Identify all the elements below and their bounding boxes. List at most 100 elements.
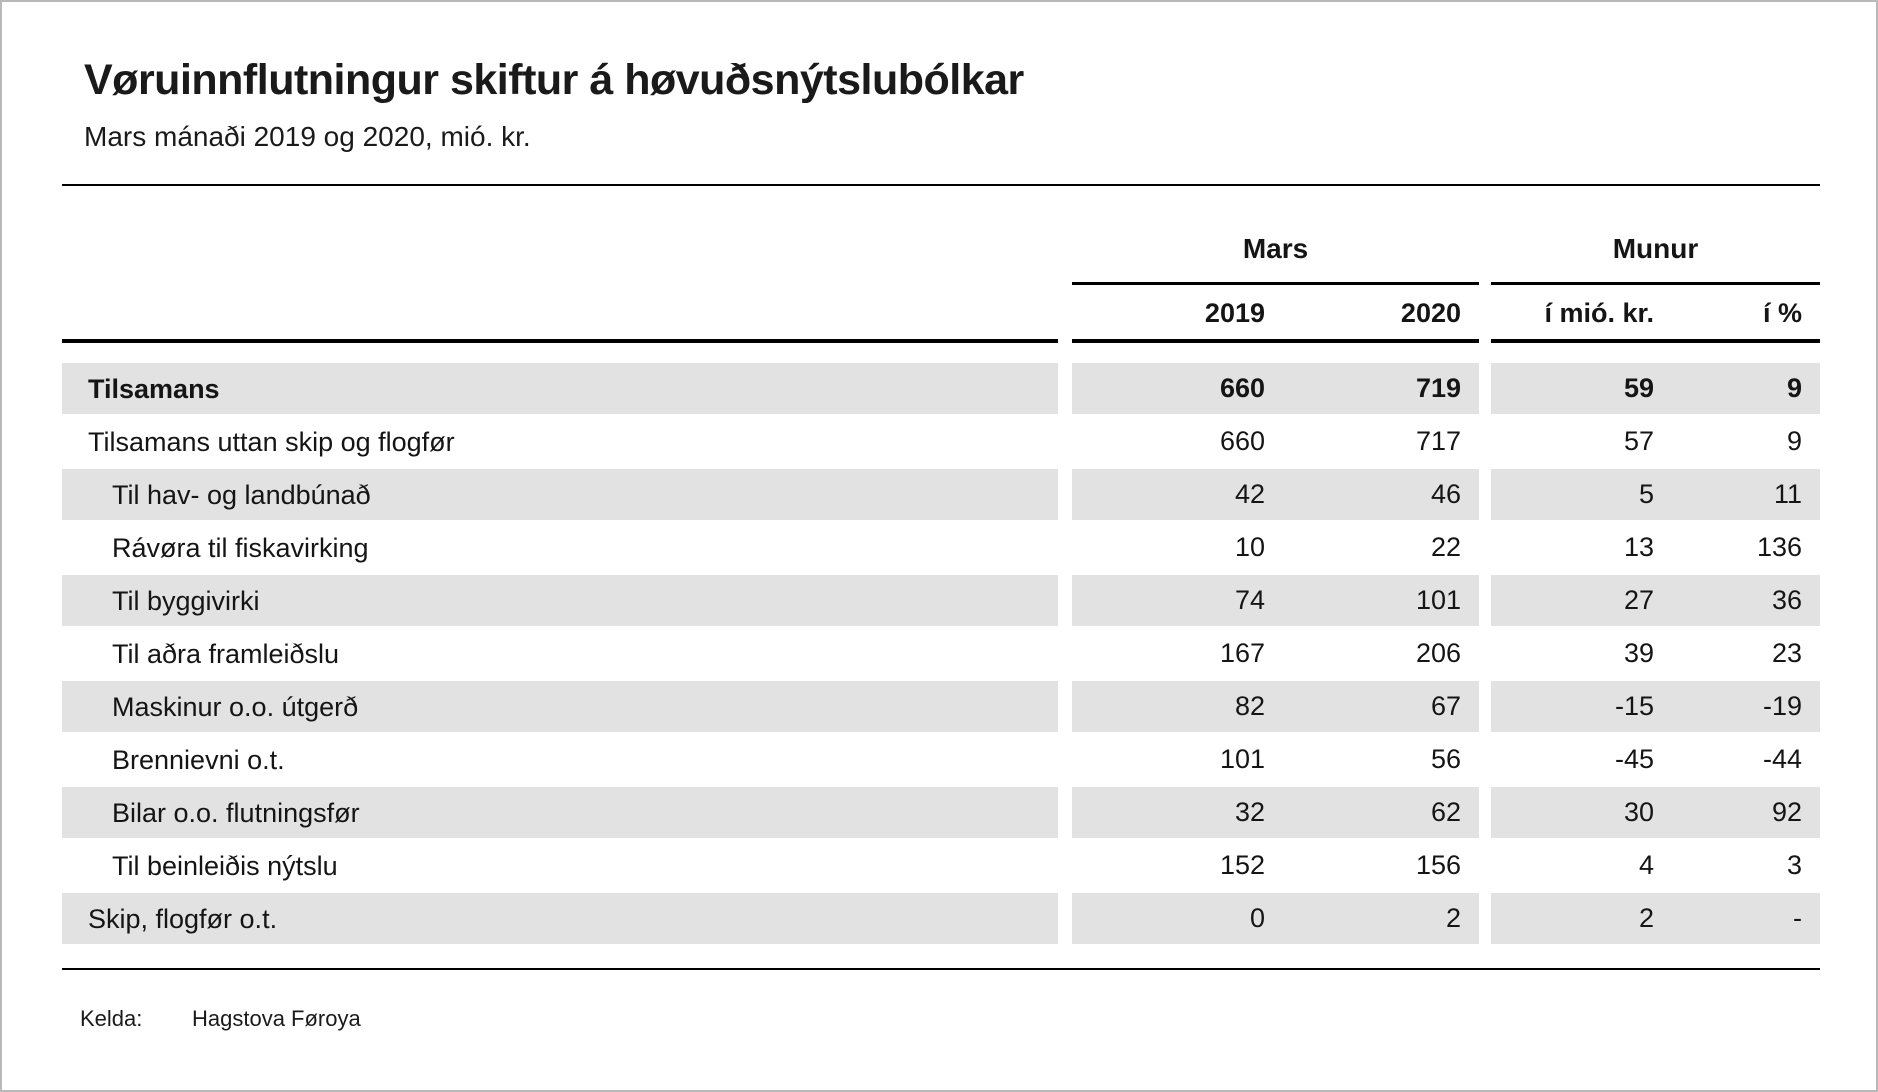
row-label-cell: Til beinleiðis nýtslu — [62, 840, 1058, 891]
row-label: Brennievni o.t. — [112, 744, 285, 775]
row-mars-cells: 74 101 — [1072, 575, 1479, 626]
value-2019: 82 — [1234, 691, 1265, 721]
spacer — [1479, 232, 1491, 266]
value-2019: 10 — [1234, 532, 1265, 562]
value-2020: 22 — [1430, 532, 1461, 562]
source-value: Hagstova Føroya — [192, 1006, 361, 1031]
value-2020: 719 — [1415, 373, 1461, 403]
spacer — [62, 295, 1058, 331]
table-row: Tilsamans 660 719 59 9 — [62, 363, 1820, 416]
row-mars-cells: 101 56 — [1072, 734, 1479, 785]
value-diff-mio-kr: 5 — [1638, 479, 1654, 509]
munur-columns: í mió. kr. í % — [1491, 295, 1820, 331]
divider-segment — [1072, 339, 1479, 343]
value-2020: 206 — [1415, 638, 1461, 668]
value-2019: 32 — [1234, 797, 1265, 827]
row-label: Til beinleiðis nýtslu — [112, 850, 338, 881]
divider-segment — [1491, 339, 1820, 343]
row-label-cell: Bilar o.o. flutningsfør — [62, 787, 1058, 838]
table-body: Tilsamans 660 719 59 9 Tilsamans uttan s… — [62, 363, 1820, 946]
source-label: Kelda: — [80, 1006, 143, 1031]
mars-columns: 2019 2020 — [1072, 295, 1479, 331]
value-2019: 101 — [1219, 744, 1265, 774]
value-diff-percent: 11 — [1773, 479, 1802, 509]
column-header-2019: 2019 — [1204, 297, 1265, 328]
value-2020: 67 — [1430, 691, 1461, 721]
table-figure: Vøruinnflutningur skiftur á høvuðsnýtslu… — [62, 54, 1820, 1034]
column-group-munur: Munur — [1612, 233, 1699, 264]
table-row: Til hav- og landbúnað 42 46 5 11 — [62, 469, 1820, 522]
page-subtitle: Mars mánaði 2019 og 2020, mió. kr. — [84, 121, 531, 152]
row-label: Til aðra framleiðslu — [112, 638, 340, 669]
column-header-2020: 2020 — [1400, 297, 1461, 328]
row-label: Skip, flogfør o.t. — [88, 903, 278, 934]
row-munur-cells: 27 36 — [1491, 575, 1820, 626]
value-diff-mio-kr: 27 — [1623, 585, 1654, 615]
row-mars-cells: 10 22 — [1072, 522, 1479, 573]
value-2020: 101 — [1415, 585, 1461, 615]
row-munur-cells: 13 136 — [1491, 522, 1820, 573]
row-munur-cells: 57 9 — [1491, 416, 1820, 467]
header-divider — [62, 184, 1820, 186]
row-label-cell: Til aðra framleiðslu — [62, 628, 1058, 679]
row-label-cell: Brennievni o.t. — [62, 734, 1058, 785]
row-label: Bilar o.o. flutningsfør — [112, 797, 360, 828]
munur-underline — [1491, 282, 1820, 285]
value-diff-percent: 23 — [1771, 638, 1802, 668]
value-diff-percent: 9 — [1786, 426, 1802, 456]
source-footer: Kelda: Hagstova Føroya — [62, 1004, 1820, 1034]
value-diff-percent: - — [1793, 903, 1802, 933]
value-2020: 717 — [1415, 426, 1461, 456]
row-label-cell: Tilsamans — [62, 363, 1058, 414]
value-diff-mio-kr: 2 — [1638, 903, 1654, 933]
value-2020: 156 — [1415, 850, 1461, 880]
table-row: Til byggivirki 74 101 27 36 — [62, 575, 1820, 628]
value-2019: 42 — [1234, 479, 1265, 509]
row-label: Til hav- og landbúnað — [112, 479, 371, 510]
row-munur-cells: 4 3 — [1491, 840, 1820, 891]
column-header-percent: í % — [1762, 297, 1802, 328]
value-2020: 56 — [1430, 744, 1461, 774]
row-label-cell: Skip, flogfør o.t. — [62, 893, 1058, 944]
value-2019: 0 — [1249, 903, 1265, 933]
row-munur-cells: 30 92 — [1491, 787, 1820, 838]
row-munur-cells: -15 -19 — [1491, 681, 1820, 732]
spacer — [62, 282, 1072, 285]
row-label-cell: Maskinur o.o. útgerð — [62, 681, 1058, 732]
row-mars-cells: 660 717 — [1072, 416, 1479, 467]
row-mars-cells: 167 206 — [1072, 628, 1479, 679]
value-2019: 152 — [1219, 850, 1265, 880]
row-label-cell: Tilsamans uttan skip og flogfør — [62, 416, 1058, 467]
value-diff-percent: 92 — [1771, 797, 1802, 827]
row-mars-cells: 152 156 — [1072, 840, 1479, 891]
value-2019: 167 — [1219, 638, 1265, 668]
table-row: Til beinleiðis nýtslu 152 156 4 3 — [62, 840, 1820, 893]
spacer — [1479, 282, 1491, 285]
value-diff-percent: 36 — [1771, 585, 1802, 615]
value-diff-mio-kr: 39 — [1623, 638, 1654, 668]
table-bottom-divider — [62, 968, 1820, 970]
divider-segment — [62, 339, 1058, 343]
table-row: Rávøra til fiskavirking 10 22 13 136 — [62, 522, 1820, 575]
row-label: Maskinur o.o. útgerð — [112, 691, 359, 722]
table-row: Bilar o.o. flutningsfør 32 62 30 92 — [62, 787, 1820, 840]
column-group-underlines — [62, 282, 1820, 285]
value-diff-mio-kr: 30 — [1623, 797, 1654, 827]
value-diff-percent: 136 — [1756, 532, 1802, 562]
row-munur-cells: 39 23 — [1491, 628, 1820, 679]
row-munur-cells: -45 -44 — [1491, 734, 1820, 785]
row-mars-cells: 42 46 — [1072, 469, 1479, 520]
value-diff-mio-kr: 13 — [1623, 532, 1654, 562]
table-row: Skip, flogfør o.t. 0 2 2 - — [62, 893, 1820, 946]
value-diff-percent: 9 — [1786, 373, 1802, 403]
table-row: Til aðra framleiðslu 167 206 39 23 — [62, 628, 1820, 681]
row-label: Til byggivirki — [112, 585, 260, 616]
value-2019: 74 — [1234, 585, 1265, 615]
row-mars-cells: 82 67 — [1072, 681, 1479, 732]
table-row: Brennievni o.t. 101 56 -45 -44 — [62, 734, 1820, 787]
mars-underline — [1072, 282, 1479, 285]
row-label: Tilsamans uttan skip og flogfør — [88, 426, 455, 457]
column-group-header-row: Mars Munur — [62, 232, 1820, 266]
column-header-mio-kr: í mió. kr. — [1544, 297, 1654, 328]
